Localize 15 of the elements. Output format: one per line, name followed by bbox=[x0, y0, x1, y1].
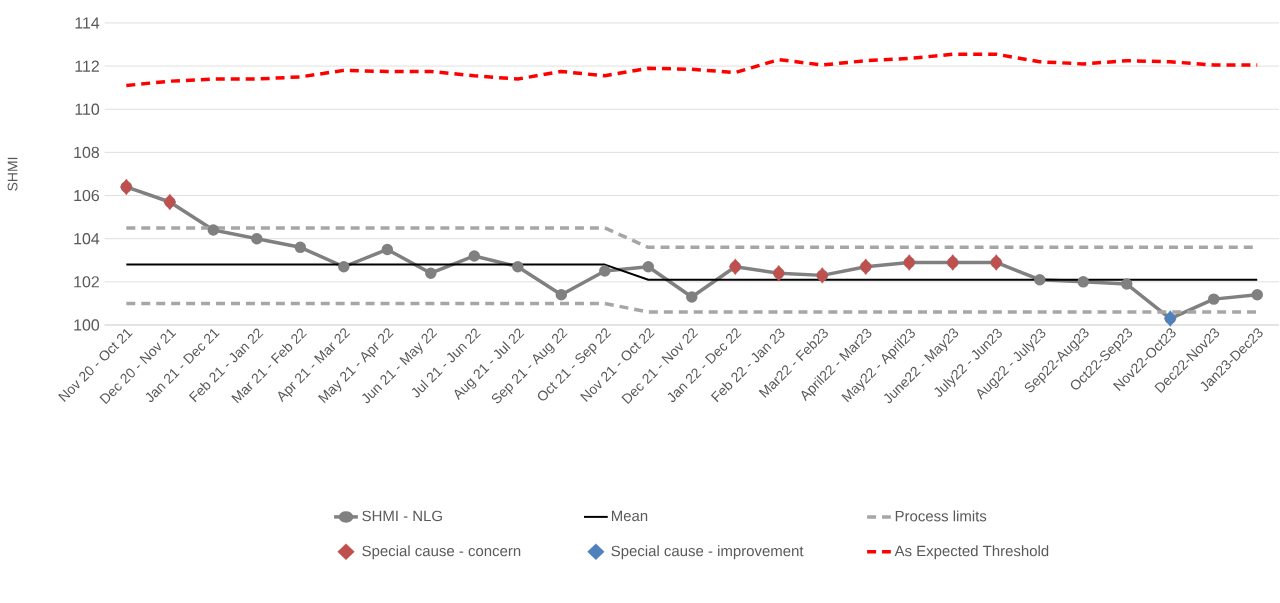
y-tick-label: 112 bbox=[75, 60, 99, 72]
y-tick-label: 110 bbox=[75, 103, 100, 115]
legend-label: Mean bbox=[611, 510, 648, 522]
y-tick-label: 114 bbox=[75, 17, 100, 29]
legend-label: SHMI - NLG bbox=[362, 510, 442, 522]
legend-label: Process limits bbox=[895, 510, 987, 522]
y-tick-label: 106 bbox=[74, 189, 100, 202]
y-tick-label: 100 bbox=[74, 319, 100, 331]
y-axis-title: SHMI bbox=[7, 157, 18, 191]
y-tick-label: 104 bbox=[74, 232, 100, 245]
legend-label: Special cause - concern bbox=[362, 545, 521, 560]
legend-label: Special cause - improvement bbox=[611, 545, 804, 560]
legend-label: As Expected Threshold bbox=[894, 545, 1049, 560]
y-tick-label: 102 bbox=[74, 276, 99, 288]
y-tick-label: 108 bbox=[74, 146, 100, 158]
